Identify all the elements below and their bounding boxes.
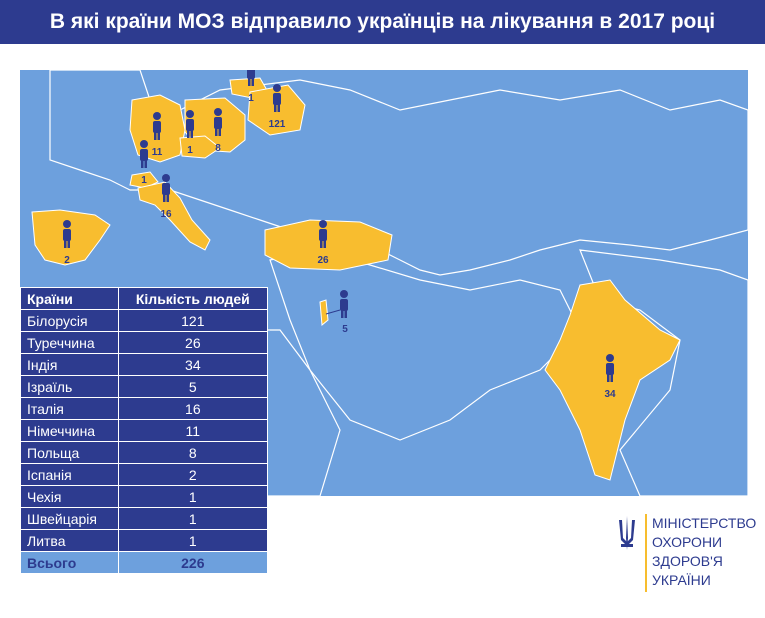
table-row: Ізраїль 5 bbox=[20, 375, 269, 398]
total-label: Всього bbox=[20, 551, 119, 574]
table-row: Іспанія 2 bbox=[20, 463, 269, 486]
table-row: Індія 34 bbox=[20, 353, 269, 376]
row-country: Італія bbox=[20, 397, 119, 420]
table-row: Італія 16 bbox=[20, 397, 269, 420]
svg-text:121: 121 bbox=[269, 119, 286, 130]
table-row: Польща 8 bbox=[20, 441, 269, 464]
row-country: Індія bbox=[20, 353, 119, 376]
row-count: 26 bbox=[117, 331, 269, 354]
ministry-divider bbox=[645, 514, 647, 592]
svg-text:11: 11 bbox=[152, 147, 163, 158]
row-count: 11 bbox=[117, 419, 269, 442]
marker-italy: 16 bbox=[160, 174, 172, 220]
row-country: Німеччина bbox=[20, 419, 119, 442]
marker-czech: 1 bbox=[186, 110, 194, 156]
country-israel bbox=[319, 299, 329, 326]
page-title: В які країни МОЗ відправило українців на… bbox=[0, 0, 765, 44]
svg-text:34: 34 bbox=[604, 389, 616, 400]
row-count: 34 bbox=[117, 353, 269, 376]
marker-switzerland: 1 bbox=[140, 140, 148, 186]
marker-turkey: 26 bbox=[317, 220, 329, 266]
table-row: Литва 1 bbox=[20, 529, 269, 552]
row-count: 8 bbox=[117, 441, 269, 464]
map: 1 121 11 1 8 1 16 2 26 5 34 bbox=[20, 70, 748, 496]
row-country: Іспанія bbox=[20, 463, 119, 486]
country-italy bbox=[137, 181, 211, 251]
marker-spain: 2 bbox=[63, 220, 71, 266]
row-country: Швейцарія bbox=[20, 507, 119, 530]
row-country: Польща bbox=[20, 441, 119, 464]
svg-text:2: 2 bbox=[64, 255, 70, 266]
row-count: 5 bbox=[117, 375, 269, 398]
svg-text:8: 8 bbox=[215, 143, 221, 154]
country-turkey bbox=[264, 219, 393, 271]
row-count: 121 bbox=[117, 309, 269, 332]
marker-germany: 11 bbox=[152, 112, 163, 158]
row-country: Литва bbox=[20, 529, 119, 552]
table-total-row: Всього 226 bbox=[20, 551, 269, 574]
svg-text:1: 1 bbox=[187, 145, 193, 156]
svg-text:16: 16 bbox=[160, 209, 172, 220]
marker-poland: 8 bbox=[214, 108, 222, 154]
trident-icon bbox=[619, 516, 635, 550]
row-country: Чехія bbox=[20, 485, 119, 508]
row-count: 1 bbox=[117, 507, 269, 530]
row-country: Білорусія bbox=[20, 309, 119, 332]
row-country: Туреччина bbox=[20, 331, 119, 354]
table-row: Чехія 1 bbox=[20, 485, 269, 508]
svg-text:1: 1 bbox=[248, 93, 254, 104]
row-count: 1 bbox=[117, 529, 269, 552]
svg-text:1: 1 bbox=[141, 175, 147, 186]
header-count: Кількість людей bbox=[117, 287, 269, 310]
marker-israel: 5 bbox=[325, 290, 348, 335]
country-czech bbox=[179, 135, 221, 159]
table-row: Туреччина 26 bbox=[20, 331, 269, 354]
marker-belarus: 121 bbox=[269, 84, 286, 130]
svg-text:26: 26 bbox=[317, 255, 329, 266]
row-count: 1 bbox=[117, 485, 269, 508]
marker-lithuania: 1 bbox=[247, 70, 255, 104]
ministry-logo: МІНІСТЕРСТВО ОХОРОНИ ЗДОРОВ'Я УКРАЇНИ bbox=[612, 510, 756, 600]
row-count: 16 bbox=[117, 397, 269, 420]
total-value: 226 bbox=[117, 551, 269, 574]
svg-text:5: 5 bbox=[342, 324, 348, 335]
row-country: Ізраїль bbox=[20, 375, 119, 398]
data-table: Країни Кількість людей Білорусія 121 Туре… bbox=[20, 287, 269, 574]
ministry-name: МІНІСТЕРСТВО ОХОРОНИ ЗДОРОВ'Я УКРАЇНИ bbox=[652, 515, 757, 588]
row-count: 2 bbox=[117, 463, 269, 486]
header-country: Країни bbox=[20, 287, 119, 310]
table-row: Швейцарія 1 bbox=[20, 507, 269, 530]
table-row: Білорусія 121 bbox=[20, 309, 269, 332]
marker-india: 34 bbox=[604, 354, 616, 400]
table-row: Німеччина 11 bbox=[20, 419, 269, 442]
